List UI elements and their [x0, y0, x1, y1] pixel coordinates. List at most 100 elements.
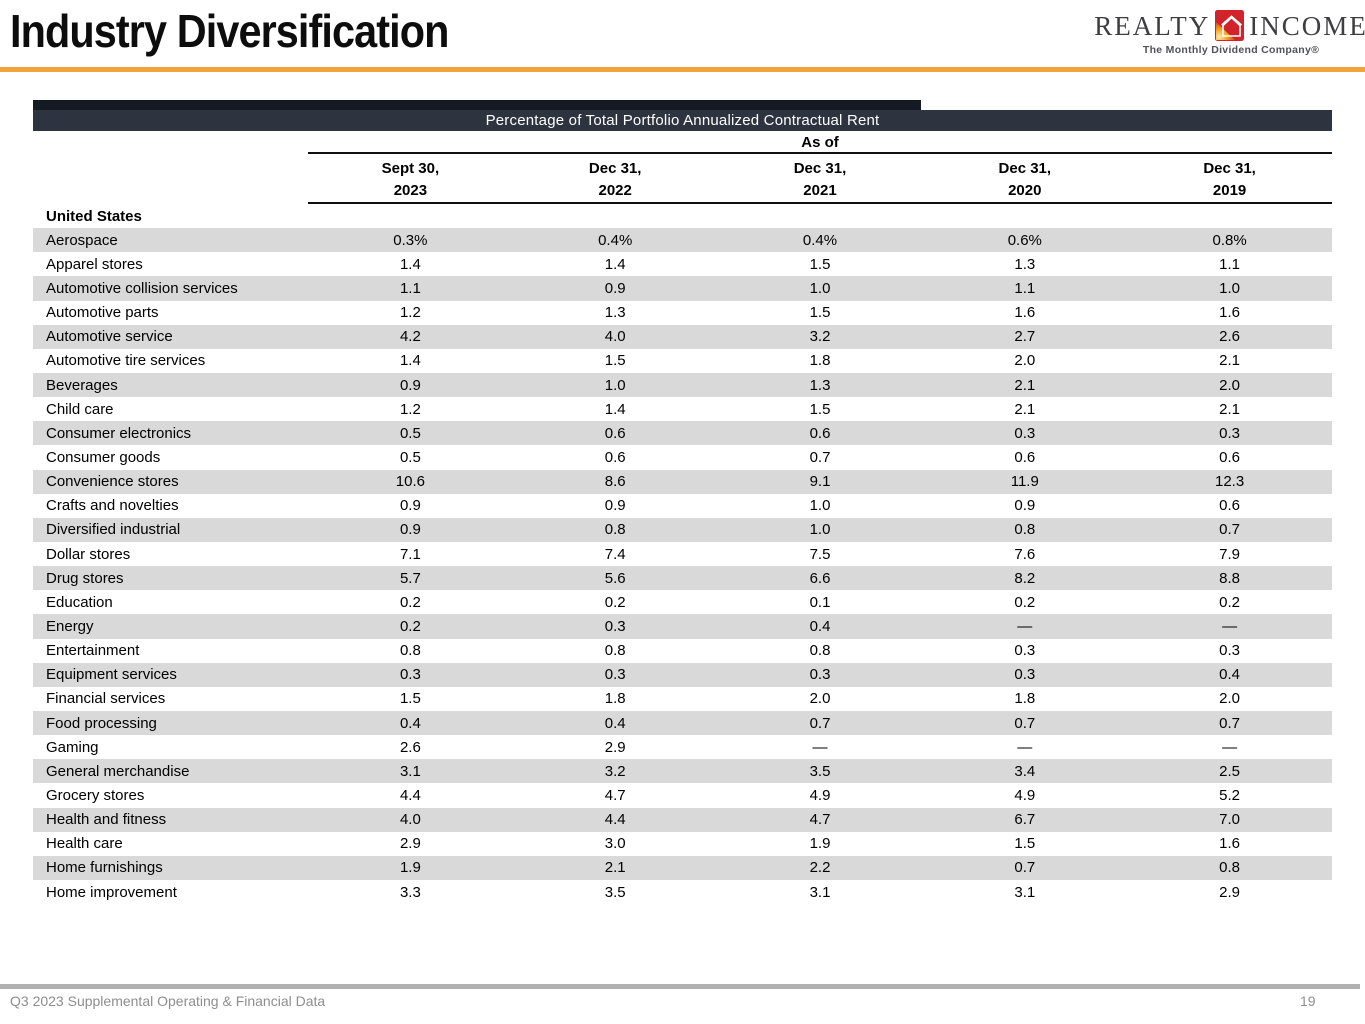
rent-value: 0.9: [399, 497, 421, 515]
rent-value: 11.9: [1010, 473, 1039, 491]
table-row: Education 0.2 0.2 0.1 0.2 0.2: [33, 590, 1332, 614]
rent-value: —: [1222, 617, 1238, 635]
footer-page-number: 19: [1300, 993, 1316, 1009]
industry-label: Child care: [46, 400, 114, 418]
table-row: Convenience stores 10.6 8.6 9.1 11.9 12.3: [33, 469, 1332, 494]
rent-value: 2.0: [1219, 376, 1241, 394]
rent-value: 0.2: [399, 617, 421, 635]
rent-value: 3.0: [604, 835, 626, 853]
rent-value: 2.5: [1219, 762, 1241, 780]
rent-value: 0.4: [809, 617, 831, 635]
rent-value: 3.1: [399, 762, 421, 780]
rent-value: 0.7: [809, 714, 831, 732]
table-row: Financial services 1.5 1.8 2.0 1.8 2.0: [33, 687, 1332, 711]
column-header: Dec 31, 2019: [1127, 158, 1332, 202]
rent-value: —: [1222, 738, 1238, 756]
rent-value: —: [1017, 738, 1033, 756]
rent-value: —: [812, 738, 828, 756]
rent-value: 0.8%: [1212, 231, 1247, 249]
rent-value: —: [1017, 617, 1033, 635]
column-header-line1: Dec 31,: [793, 160, 847, 177]
column-header: Dec 31, 2022: [513, 158, 718, 202]
table-row: Automotive collision services 1.1 0.9 1.0 1.…: [33, 276, 1332, 301]
table-row: Home improvement 3.3 3.5 3.1 3.1 2.9: [33, 880, 1332, 904]
industry-label: Equipment services: [46, 666, 177, 684]
rent-value: 0.9: [604, 497, 626, 515]
rent-value: 3.4: [1014, 762, 1036, 780]
rent-value: 4.9: [1014, 786, 1036, 804]
industry-diversification-table: Percentage of Total Portfolio Annualized…: [33, 100, 1332, 904]
rent-value: 5.6: [604, 569, 626, 587]
industry-label: Grocery stores: [46, 786, 145, 804]
rent-value: 4.7: [604, 786, 626, 804]
rent-value: 1.5: [1014, 835, 1036, 853]
rent-value: 1.4: [399, 255, 421, 273]
rent-value: 6.6: [809, 569, 831, 587]
rent-value: 2.9: [604, 738, 626, 756]
rent-value: 7.4: [604, 545, 626, 563]
rent-value: 4.4: [399, 786, 421, 804]
table-row: Automotive tire services 1.4 1.5 1.8 2.0 2.1: [33, 349, 1332, 373]
rent-value: 1.6: [1219, 304, 1241, 322]
rent-value: 0.8: [1219, 859, 1241, 877]
banner-top-strip: [33, 100, 921, 110]
rent-value: 0.3: [1014, 666, 1036, 684]
rent-value: 0.7: [1219, 521, 1241, 539]
table-row: General merchandise 3.1 3.2 3.5 3.4 2.5: [33, 759, 1332, 784]
rent-value: 1.3: [604, 304, 626, 322]
rent-value: 1.3: [809, 376, 831, 394]
footer-rule: [0, 984, 1360, 989]
column-header-line1: Sept 30,: [381, 160, 440, 177]
industry-label: Financial services: [46, 690, 166, 708]
industry-label: Entertainment: [46, 642, 140, 660]
rent-value: 2.7: [1014, 328, 1036, 346]
rent-value: 0.8: [399, 642, 421, 660]
realty-income-logo: REALTY INCOME The Monthly Dividend Compa…: [1094, 10, 1365, 56]
rent-value: 2.0: [809, 690, 831, 708]
industry-label: Beverages: [46, 376, 118, 394]
table-row: Entertainment 0.8 0.8 0.8 0.3 0.3: [33, 639, 1332, 663]
rent-value: 1.9: [399, 859, 421, 877]
table-row: Food processing 0.4 0.4 0.7 0.7 0.7: [33, 710, 1332, 736]
rent-value: 1.5: [399, 690, 421, 708]
column-header: Dec 31, 2020: [922, 158, 1127, 202]
rent-value: 0.6%: [1007, 231, 1042, 249]
rent-value: 0.7: [809, 448, 831, 466]
footer-document-title: Q3 2023 Supplemental Operating & Financi…: [10, 993, 326, 1009]
industry-label: Food processing: [46, 714, 157, 732]
rent-value: 0.2: [1014, 593, 1036, 611]
rent-value: 0.6: [1219, 497, 1241, 515]
rent-value: 1.4: [399, 352, 421, 370]
rent-value: 1.5: [604, 352, 626, 370]
rent-value: 4.0: [604, 328, 626, 346]
table-banner-label: Percentage of Total Portfolio Annualized…: [485, 112, 880, 129]
rent-value: 0.1: [809, 593, 831, 611]
table-row: Beverages 0.9 1.0 1.3 2.1 2.0: [33, 372, 1332, 398]
rent-value: 0.4: [399, 714, 421, 732]
rent-value: 2.6: [399, 738, 421, 756]
table-row: Grocery stores 4.4 4.7 4.9 4.9 5.2: [33, 783, 1332, 807]
industry-label: Diversified industrial: [46, 521, 181, 539]
rent-value: 1.4: [604, 255, 626, 273]
rent-value: 0.3: [1219, 642, 1241, 660]
rent-value: 0.3: [809, 666, 831, 684]
logo-tagline: The Monthly Dividend Company®: [1142, 44, 1320, 56]
table-row: Aerospace 0.3% 0.4% 0.4% 0.6% 0.8%: [33, 228, 1332, 253]
table-row: Consumer electronics 0.5 0.6 0.6 0.3 0.3: [33, 421, 1332, 446]
column-header-line2: 2022: [598, 182, 632, 199]
logo-income-text: INCOME: [1249, 10, 1365, 41]
rent-value: 5.7: [399, 569, 421, 587]
table-row: Child care 1.2 1.4 1.5 2.1 2.1: [33, 397, 1332, 421]
rent-value: 1.1: [1219, 255, 1241, 273]
rent-value: 1.3: [1014, 255, 1036, 273]
industry-label: Consumer electronics: [46, 424, 192, 442]
rent-value: 0.5: [399, 448, 421, 466]
industry-label: General merchandise: [46, 762, 190, 780]
rent-value: 0.3: [1014, 642, 1036, 660]
column-header-line1: Dec 31,: [588, 160, 642, 177]
rent-value: 0.9: [399, 376, 421, 394]
rent-value: 1.6: [1014, 304, 1036, 322]
house-sunburst-icon: [1215, 10, 1245, 41]
rent-value: 3.5: [809, 762, 831, 780]
rent-value: 0.4: [1219, 666, 1241, 684]
